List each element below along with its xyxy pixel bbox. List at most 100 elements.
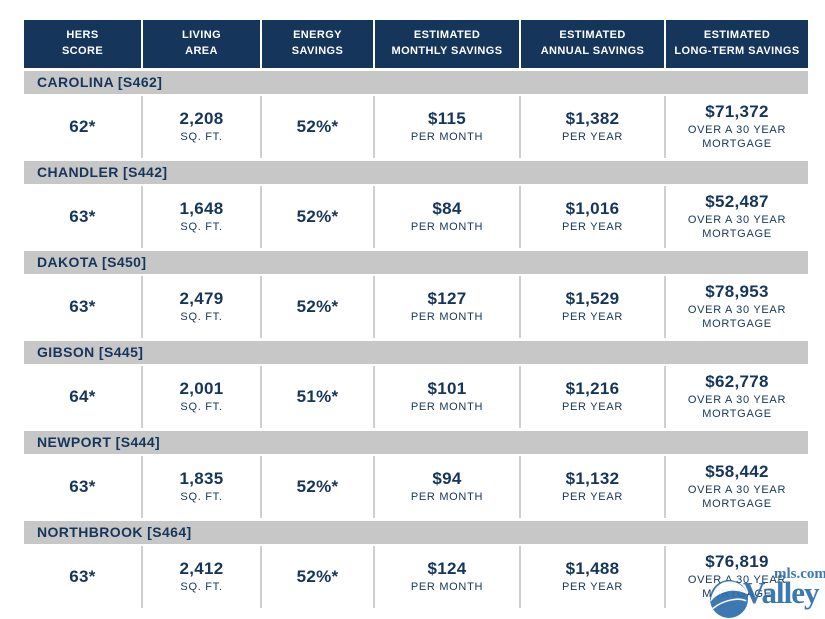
monthly-savings-unit: PER MONTH <box>410 490 484 503</box>
annual-savings-unit: PER YEAR <box>561 310 624 323</box>
longterm-savings-value: $52,487 <box>705 192 769 212</box>
monthly-savings-cell: $101 PER MONTH <box>375 366 521 428</box>
annual-savings-cell: $1,382 PER YEAR <box>521 96 666 158</box>
living-area-unit: SQ. FT. <box>180 220 223 233</box>
header-longterm-savings: ESTIMATED LONG-TERM SAVINGS <box>666 20 808 68</box>
living-area-unit: SQ. FT. <box>180 130 223 143</box>
table-row: 63* 2,479 SQ. FT. 52%* $127 PER MONTH $1,5… <box>24 276 808 338</box>
hers-score-cell: 62* <box>24 96 143 158</box>
hers-score-value: 63* <box>69 297 96 317</box>
valleymls-watermark: Valley mls.com <box>708 566 825 619</box>
hers-score-value: 64* <box>69 387 96 407</box>
longterm-savings-cell: $58,442 OVER A 30 YEAR MORTGAGE <box>666 456 808 518</box>
monthly-savings-unit: PER MONTH <box>410 130 484 143</box>
hers-savings-table: HERS SCORE LIVING AREA ENERGY SAVINGS ES… <box>24 20 808 610</box>
hers-score-cell: 63* <box>24 276 143 338</box>
monthly-savings-cell: $115 PER MONTH <box>375 96 521 158</box>
header-living-area: LIVING AREA <box>143 20 262 68</box>
model-section-dakota: DAKOTA [S450] 63* 2,479 SQ. FT. 52%* $127… <box>24 251 808 338</box>
monthly-savings-cell: $127 PER MONTH <box>375 276 521 338</box>
living-area-value: 2,412 <box>179 559 224 579</box>
header-monthly-savings: ESTIMATED MONTHLY SAVINGS <box>375 20 521 68</box>
living-area-value: 1,835 <box>179 469 224 489</box>
table-row: 64* 2,001 SQ. FT. 51%* $101 PER MONTH $1,2… <box>24 366 808 428</box>
living-area-unit: SQ. FT. <box>180 490 223 503</box>
annual-savings-value: $1,016 <box>565 199 620 219</box>
watermark-suffix-text: mls.com <box>774 566 825 582</box>
table-header-row: HERS SCORE LIVING AREA ENERGY SAVINGS ES… <box>24 20 808 68</box>
annual-savings-unit: PER YEAR <box>561 220 624 233</box>
living-area-unit: SQ. FT. <box>180 310 223 323</box>
model-banner: NORTHBROOK [S464] <box>24 521 808 544</box>
monthly-savings-value: $84 <box>432 199 462 219</box>
longterm-savings-unit: OVER A 30 YEAR MORTGAGE <box>687 484 787 510</box>
energy-savings-value: 52%* <box>296 477 339 497</box>
annual-savings-cell: $1,132 PER YEAR <box>521 456 666 518</box>
longterm-savings-value: $78,953 <box>705 282 769 302</box>
energy-savings-cell: 51%* <box>262 366 375 428</box>
energy-savings-cell: 52%* <box>262 276 375 338</box>
monthly-savings-unit: PER MONTH <box>410 400 484 413</box>
watermark-brand-text: Valley <box>743 575 820 610</box>
living-area-value: 2,001 <box>179 379 224 399</box>
monthly-savings-value: $127 <box>427 289 467 309</box>
living-area-cell: 1,835 SQ. FT. <box>143 456 262 518</box>
longterm-savings-unit: OVER A 30 YEAR MORTGAGE <box>687 304 787 330</box>
annual-savings-cell: $1,216 PER YEAR <box>521 366 666 428</box>
living-area-cell: 2,412 SQ. FT. <box>143 546 262 608</box>
monthly-savings-value: $124 <box>427 559 467 579</box>
living-area-cell: 2,208 SQ. FT. <box>143 96 262 158</box>
header-hers-score: HERS SCORE <box>24 20 143 68</box>
longterm-savings-cell: $52,487 OVER A 30 YEAR MORTGAGE <box>666 186 808 248</box>
annual-savings-cell: $1,488 PER YEAR <box>521 546 666 608</box>
longterm-savings-unit: OVER A 30 YEAR MORTGAGE <box>687 574 787 600</box>
living-area-value: 2,479 <box>179 289 224 309</box>
model-section-gibson: GIBSON [S445] 64* 2,001 SQ. FT. 51%* $101… <box>24 341 808 428</box>
living-area-cell: 2,001 SQ. FT. <box>143 366 262 428</box>
header-annual-savings: ESTIMATED ANNUAL SAVINGS <box>521 20 666 68</box>
model-banner: DAKOTA [S450] <box>24 251 808 274</box>
living-area-value: 1,648 <box>179 199 224 219</box>
monthly-savings-unit: PER MONTH <box>410 220 484 233</box>
living-area-cell: 2,479 SQ. FT. <box>143 276 262 338</box>
annual-savings-unit: PER YEAR <box>561 400 624 413</box>
longterm-savings-value: $76,819 <box>705 552 769 572</box>
energy-savings-value: 52%* <box>296 117 339 137</box>
annual-savings-value: $1,488 <box>565 559 620 579</box>
model-section-chandler: CHANDLER [S442] 63* 1,648 SQ. FT. 52%* $8… <box>24 161 808 248</box>
longterm-savings-value: $62,778 <box>705 372 769 392</box>
model-section-northbrook: NORTHBROOK [S464] 63* 2,412 SQ. FT. 52%* … <box>24 521 808 608</box>
longterm-savings-unit: OVER A 30 YEAR MORTGAGE <box>687 394 787 420</box>
header-energy-savings: ENERGY SAVINGS <box>262 20 375 68</box>
annual-savings-unit: PER YEAR <box>561 580 624 593</box>
energy-savings-cell: 52%* <box>262 546 375 608</box>
table-row: 63* 1,648 SQ. FT. 52%* $84 PER MONTH $1,01… <box>24 186 808 248</box>
monthly-savings-value: $94 <box>432 469 462 489</box>
globe-icon <box>710 580 748 618</box>
hers-score-cell: 63* <box>24 546 143 608</box>
living-area-value: 2,208 <box>179 109 224 129</box>
annual-savings-value: $1,216 <box>565 379 620 399</box>
monthly-savings-unit: PER MONTH <box>410 580 484 593</box>
monthly-savings-cell: $94 PER MONTH <box>375 456 521 518</box>
monthly-savings-cell: $84 PER MONTH <box>375 186 521 248</box>
hers-score-cell: 63* <box>24 186 143 248</box>
model-section-newport: NEWPORT [S444] 63* 1,835 SQ. FT. 52%* $94… <box>24 431 808 518</box>
longterm-savings-unit: OVER A 30 YEAR MORTGAGE <box>687 124 787 150</box>
hers-score-cell: 63* <box>24 456 143 518</box>
hers-score-cell: 64* <box>24 366 143 428</box>
energy-savings-value: 51%* <box>296 387 339 407</box>
annual-savings-cell: $1,529 PER YEAR <box>521 276 666 338</box>
model-banner: NEWPORT [S444] <box>24 431 808 454</box>
hers-score-value: 63* <box>69 477 96 497</box>
energy-savings-cell: 52%* <box>262 96 375 158</box>
living-area-unit: SQ. FT. <box>180 580 223 593</box>
longterm-savings-cell: $62,778 OVER A 30 YEAR MORTGAGE <box>666 366 808 428</box>
monthly-savings-value: $115 <box>427 109 467 129</box>
model-banner: CAROLINA [S462] <box>24 71 808 94</box>
longterm-savings-cell: $71,372 OVER A 30 YEAR MORTGAGE <box>666 96 808 158</box>
hers-score-value: 63* <box>69 207 96 227</box>
monthly-savings-value: $101 <box>427 379 467 399</box>
longterm-savings-cell: $78,953 OVER A 30 YEAR MORTGAGE <box>666 276 808 338</box>
annual-savings-unit: PER YEAR <box>561 130 624 143</box>
